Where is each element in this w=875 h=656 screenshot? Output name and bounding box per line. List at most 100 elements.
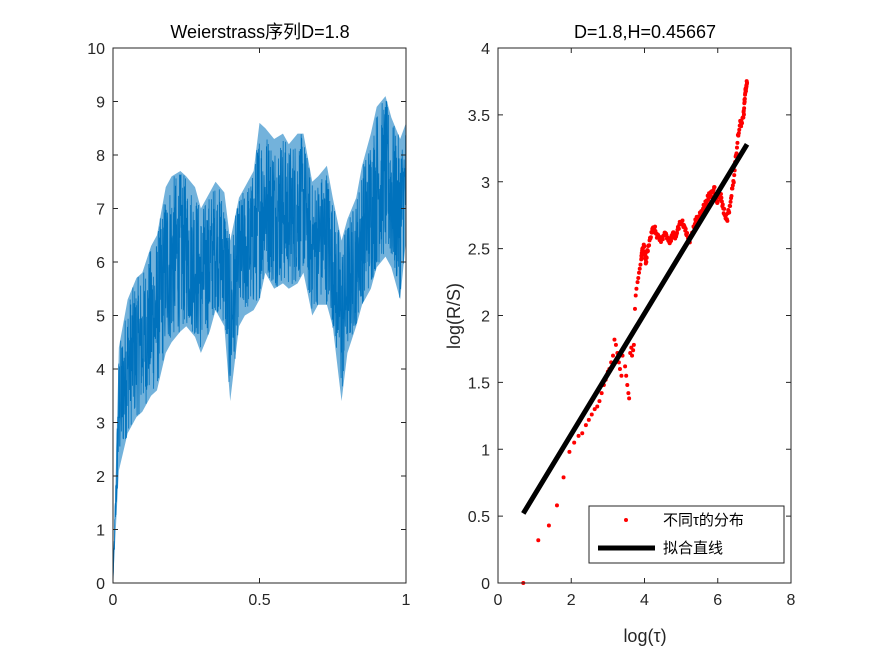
scatter-point <box>536 538 541 543</box>
scatter-point-dense <box>653 224 658 229</box>
scatter-point-dense <box>735 140 740 145</box>
scatter-point-dense <box>683 226 688 231</box>
right-chart-title: D=1.8,H=0.45667 <box>574 22 716 42</box>
scatter-point <box>626 391 631 396</box>
left-y-tick-label: 1 <box>96 523 105 540</box>
scatter-point-dense <box>644 255 649 260</box>
left-y-tick-label: 2 <box>96 469 105 486</box>
scatter-point-dense <box>729 194 734 199</box>
scatter-point-dense <box>647 243 652 248</box>
scatter-point-dense <box>685 231 690 236</box>
left-x-ticks: 0 0.5 1 <box>109 48 411 609</box>
scatter-point-dense <box>648 235 653 240</box>
scatter-point-dense <box>727 210 732 215</box>
left-series-trace <box>112 100 407 584</box>
left-y-ticks: 0 1 2 3 4 5 6 7 8 9 10 <box>87 41 406 593</box>
scatter-point-dense <box>643 260 648 265</box>
scatter-point-dense <box>645 249 650 254</box>
scatter-point-dense <box>715 201 720 206</box>
scatter-point-dense <box>680 218 685 223</box>
scatter-point <box>583 423 588 428</box>
scatter-point-dense <box>676 226 681 231</box>
right-y-tick-label: 1 <box>481 442 490 459</box>
legend-entry-scatter: 不同τ的分布 <box>663 512 744 529</box>
scatter-point <box>623 364 628 369</box>
scatter-point-dense <box>736 131 741 136</box>
scatter-point <box>567 449 572 454</box>
right-x-tick-label: 0 <box>494 592 503 609</box>
scatter-point <box>625 383 630 388</box>
scatter-point-dense <box>639 256 644 261</box>
legend-scatter-marker <box>624 518 628 522</box>
scatter-point <box>636 276 641 281</box>
scatter-point-dense <box>669 238 674 243</box>
scatter-point <box>627 396 632 401</box>
scatter-point-dense <box>728 204 733 209</box>
scatter-point <box>554 503 559 508</box>
right-y-tick-label: 3.5 <box>468 108 490 125</box>
scatter-point-dense <box>739 124 744 129</box>
left-y-tick-label: 5 <box>96 309 105 326</box>
right-y-tick-label: 4 <box>481 41 490 58</box>
scatter-point <box>576 433 581 438</box>
scatter-point-dense <box>725 218 730 223</box>
scatter-point-dense <box>720 202 725 207</box>
scatter-point <box>580 431 585 436</box>
scatter-point <box>586 417 591 422</box>
scatter-point <box>632 306 637 311</box>
left-y-tick-label: 10 <box>87 41 105 58</box>
left-x-tick-label: 0.5 <box>248 592 270 609</box>
right-y-ticks: 0 0.5 1 1.5 2 2.5 3 3.5 4 <box>468 41 791 593</box>
legend-box <box>588 505 785 564</box>
scatter-point-dense <box>731 180 736 185</box>
scatter-point-dense <box>729 186 734 191</box>
scatter-point <box>631 348 636 353</box>
right-y-tick-label: 3 <box>481 175 490 192</box>
scatter-point-dense <box>740 121 745 126</box>
right-chart-legend: 不同τ的分布 拟合直线 <box>588 505 785 564</box>
scatter-point <box>595 404 600 409</box>
scatter-point-dense <box>741 108 746 113</box>
scatter-point-dense <box>664 231 669 236</box>
right-x-tick-label: 4 <box>640 592 649 609</box>
scatter-point-dense <box>741 112 746 117</box>
scatter-point-dense <box>742 99 747 104</box>
left-y-tick-label: 4 <box>96 362 105 379</box>
left-y-tick-label: 8 <box>96 148 105 165</box>
scatter-point-dense <box>712 185 717 190</box>
scatter-point <box>589 412 594 417</box>
left-y-tick-label: 0 <box>96 576 105 593</box>
scatter-point <box>630 353 635 358</box>
scatter-point-dense <box>719 199 724 204</box>
right-x-axis-label: log(τ) <box>623 626 666 646</box>
scatter-point <box>572 440 577 445</box>
left-y-tick-label: 6 <box>96 255 105 272</box>
right-y-tick-label: 1.5 <box>468 375 490 392</box>
scatter-point <box>637 266 642 271</box>
scatter-point <box>631 342 636 347</box>
right-y-axis-label: log(R/S) <box>444 283 464 349</box>
left-y-tick-label: 9 <box>96 95 105 112</box>
scatter-point <box>599 391 604 396</box>
scatter-point <box>561 475 566 480</box>
scatter-point-dense <box>675 230 680 235</box>
scatter-point-dense <box>642 244 647 249</box>
scatter-point <box>634 286 639 291</box>
right-y-tick-label: 0.5 <box>468 509 490 526</box>
scatter-point <box>597 399 602 404</box>
right-y-tick-label: 2.5 <box>468 242 490 259</box>
right-x-ticks: 0 2 4 6 8 <box>494 48 796 609</box>
fit-line <box>521 143 750 515</box>
right-y-tick-label: 2 <box>481 309 490 326</box>
right-x-tick-label: 8 <box>787 592 796 609</box>
scatter-point-dense <box>730 183 735 188</box>
right-series-group <box>521 79 750 585</box>
scatter-point-dense <box>652 227 657 232</box>
scatter-point <box>617 367 622 371</box>
scatter-point-dense <box>744 81 749 86</box>
right-x-tick-label: 6 <box>713 592 722 609</box>
scatter-point <box>635 280 640 285</box>
